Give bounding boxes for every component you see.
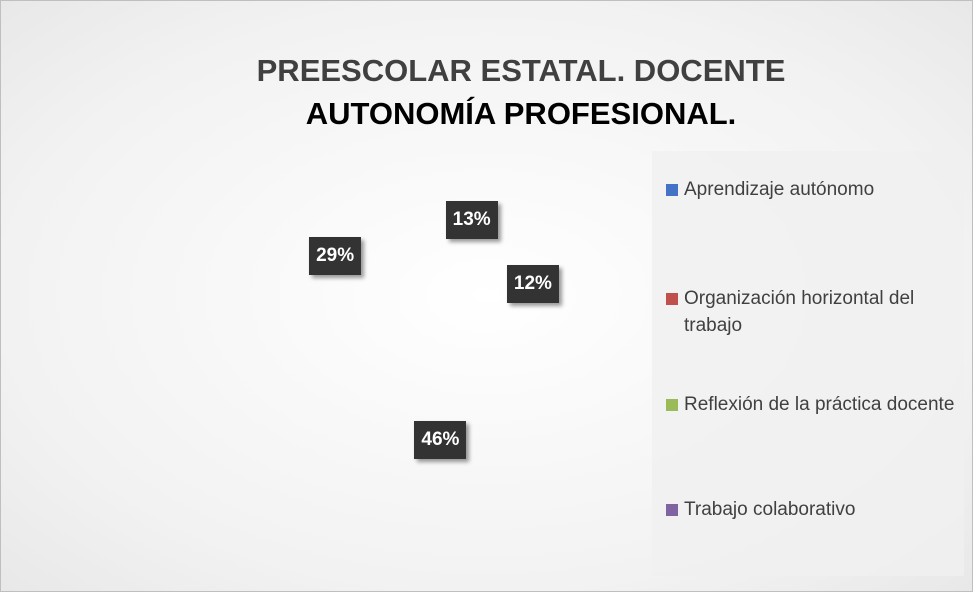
data-label: 46% — [414, 421, 467, 460]
chart-title: AUTONOMÍA PROFESIONAL. — [305, 96, 737, 131]
data-label: 29% — [309, 236, 362, 275]
legend-entry: Trabajo colaborativo — [666, 496, 972, 523]
chart-title: PREESCOLAR ESTATAL. DOCENTE — [256, 53, 786, 88]
legend-label: Reflexión de la práctica docente — [684, 394, 955, 415]
legend-swatch — [666, 399, 678, 411]
legend-entry: Reflexión de la práctica docente — [666, 391, 972, 418]
legend-label: Trabajo colaborativo — [684, 499, 856, 520]
pie-slice — [271, 326, 586, 486]
legend-label: Aprendizaje autónomo — [684, 179, 875, 200]
legend-swatch — [666, 504, 678, 516]
legend-entry: Organización horizontal del trabajo — [666, 285, 972, 339]
legend-entry: Aprendizaje autónomo — [666, 176, 972, 203]
legend: Aprendizaje autónomo Organización horizon… — [652, 151, 964, 576]
legend-swatch — [666, 293, 678, 305]
data-label: 12% — [506, 264, 559, 303]
legend-swatch — [666, 184, 678, 196]
legend-label: Organización horizontal del trabajo — [684, 288, 915, 336]
data-label: 13% — [445, 201, 498, 240]
